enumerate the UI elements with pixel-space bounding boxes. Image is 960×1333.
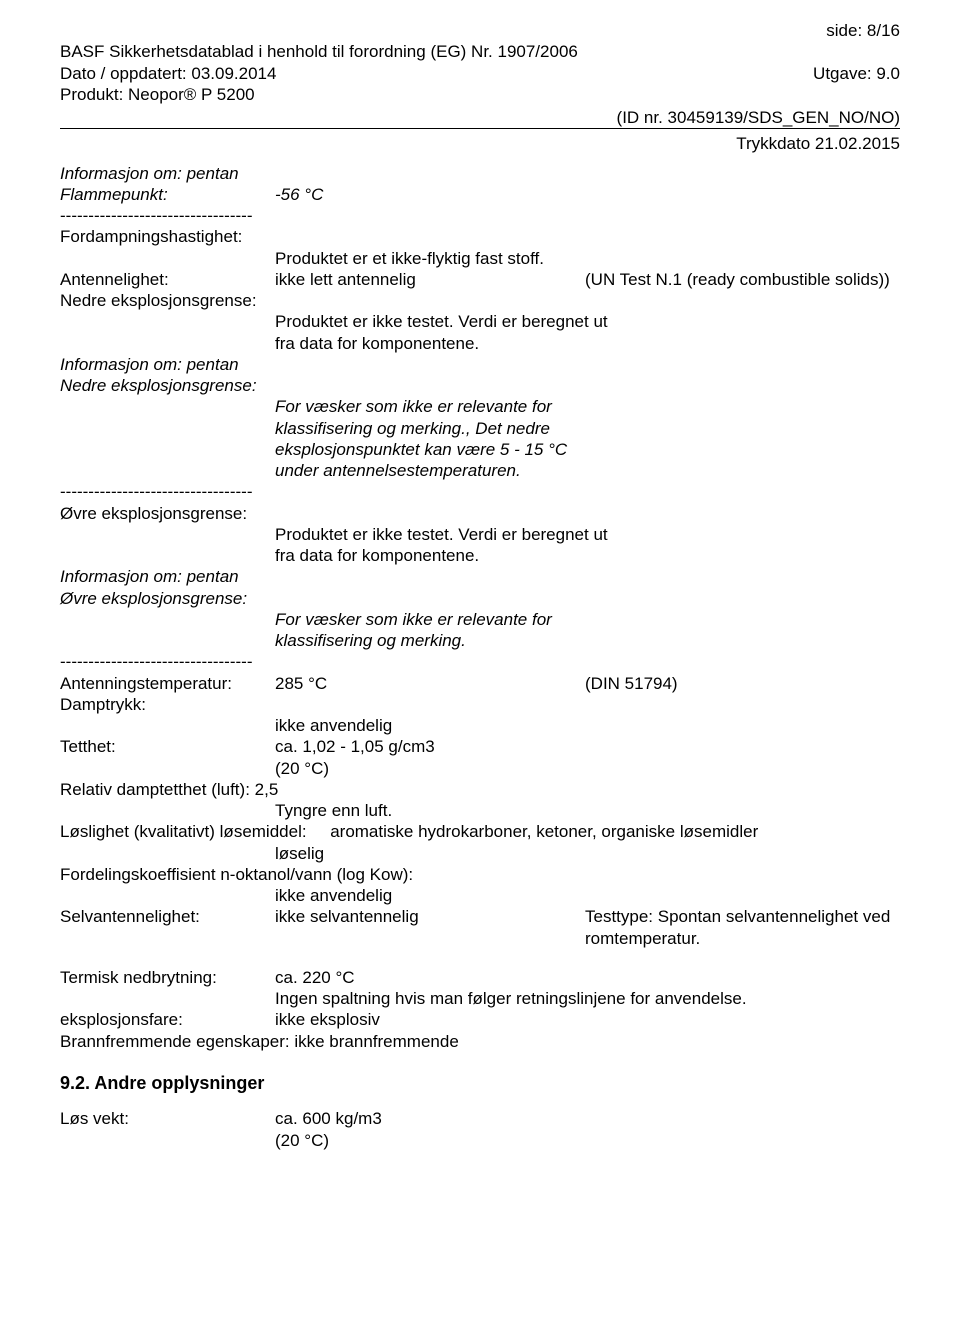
- flashpoint-value: -56 °C: [275, 184, 585, 205]
- ignitability-extra: (UN Test N.1 (ready combustible solids)): [585, 269, 900, 290]
- header-edition: Utgave: 9.0: [813, 63, 900, 84]
- document-header: BASF Sikkerhetsdatablad i henhold til fo…: [60, 41, 900, 129]
- density-value-1: ca. 1,02 - 1,05 g/cm3: [275, 736, 585, 757]
- lel-label: Nedre eksplosjonsgrense:: [60, 290, 900, 311]
- bulk-label: Løs vekt:: [60, 1108, 275, 1129]
- partition-label: Fordelingskoeffisient n-oktanol/vann (lo…: [60, 864, 900, 885]
- rel-vap-density-label: Relativ damptetthet (luft):: [60, 780, 250, 799]
- thermal-value: ca. 220 °C: [275, 967, 585, 988]
- self-ignition-value: ikke selvantennelig: [275, 906, 585, 949]
- vapour-pressure-label: Damptrykk:: [60, 694, 900, 715]
- evap-label: Fordampningshastighet:: [60, 226, 900, 247]
- separator-1: ----------------------------------: [60, 205, 900, 226]
- info-pentan-2: Informasjon om: pentan: [60, 354, 900, 375]
- header-date: Dato / oppdatert: 03.09.2014: [60, 63, 276, 84]
- density-value-2: (20 °C): [275, 758, 615, 779]
- oxidizing-line: Brannfremmende egenskaper: ikke brannfre…: [60, 1031, 900, 1052]
- thermal-note: Ingen spaltning hvis man følger retnings…: [275, 988, 875, 1009]
- separator-3: ----------------------------------: [60, 651, 900, 672]
- self-ignition-extra: Testtype: Spontan selvantennelighet ved …: [585, 906, 900, 949]
- autoignition-value: 285 °C: [275, 673, 585, 694]
- thermal-label: Termisk nedbrytning:: [60, 967, 275, 988]
- uel-pentan-value: For væsker som ikke er relevante for kla…: [275, 609, 615, 652]
- ignitability-label: Antennelighet:: [60, 269, 275, 290]
- info-pentan-3: Informasjon om: pentan: [60, 566, 900, 587]
- ignitability-value: ikke lett antennelig: [275, 269, 585, 290]
- header-line-1: BASF Sikkerhetsdatablad i henhold til fo…: [60, 41, 900, 62]
- header-id: (ID nr. 30459139/SDS_GEN_NO/NO): [60, 107, 900, 128]
- solubility-value: aromatiske hydrokarboner, ketoner, organ…: [330, 822, 758, 841]
- explosion-label: eksplosjonsfare:: [60, 1009, 275, 1030]
- uel-label: Øvre eksplosjonsgrense:: [60, 503, 900, 524]
- page-number: side: 8/16: [60, 20, 900, 41]
- header-printdate: Trykkdato 21.02.2015: [60, 133, 900, 154]
- rel-vap-density-note: Tyngre enn luft.: [275, 800, 615, 821]
- flashpoint-label: Flammepunkt:: [60, 184, 275, 205]
- document-page: side: 8/16 BASF Sikkerhetsdatablad i hen…: [0, 0, 960, 1333]
- evap-value: Produktet er et ikke-flyktig fast stoff.: [275, 248, 875, 269]
- info-pentan-1: Informasjon om: pentan: [60, 163, 900, 184]
- autoignition-label: Antenningstemperatur:: [60, 673, 275, 694]
- solubility-label: Løslighet (kvalitativt) løsemiddel:: [60, 822, 307, 841]
- header-product: Produkt: Neopor® P 5200: [60, 84, 900, 105]
- density-label: Tetthet:: [60, 736, 275, 757]
- bulk-value-1: ca. 600 kg/m3: [275, 1108, 585, 1129]
- lel-value: Produktet er ikke testet. Verdi er bereg…: [275, 311, 615, 354]
- self-ignition-label: Selvantennelighet:: [60, 906, 275, 949]
- explosion-value: ikke eksplosiv: [275, 1009, 585, 1030]
- vapour-pressure-value: ikke anvendelig: [275, 715, 615, 736]
- partition-value: ikke anvendelig: [275, 885, 615, 906]
- autoignition-extra: (DIN 51794): [585, 673, 900, 694]
- bulk-value-2: (20 °C): [275, 1130, 615, 1151]
- section-9-2-title: 9.2. Andre opplysninger: [60, 1072, 900, 1095]
- content-body: Informasjon om: pentan Flammepunkt: -56 …: [60, 163, 900, 1151]
- uel-value: Produktet er ikke testet. Verdi er bereg…: [275, 524, 615, 567]
- uel-pentan-label: Øvre eksplosjonsgrense:: [60, 588, 900, 609]
- separator-2: ----------------------------------: [60, 481, 900, 502]
- lel-pentan-label: Nedre eksplosjonsgrense:: [60, 375, 900, 396]
- lel-pentan-value: For væsker som ikke er relevante for kla…: [275, 396, 615, 481]
- solubility-note: løselig: [275, 843, 615, 864]
- rel-vap-density-value: 2,5: [255, 780, 279, 799]
